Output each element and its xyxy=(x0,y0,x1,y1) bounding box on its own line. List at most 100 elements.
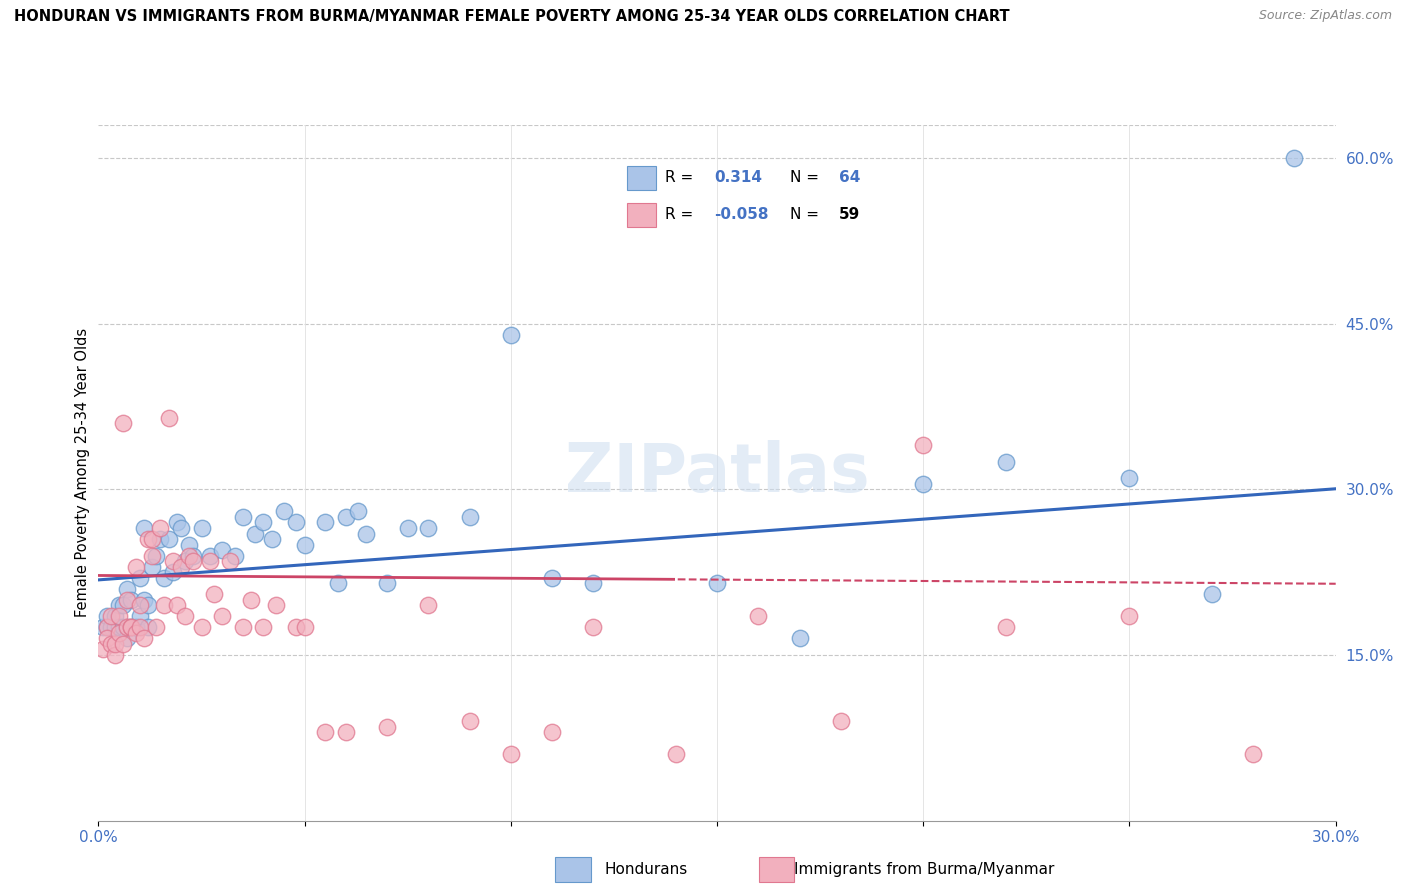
Text: Hondurans: Hondurans xyxy=(605,863,688,877)
Point xyxy=(458,510,481,524)
Point xyxy=(108,599,131,613)
Point xyxy=(994,455,1017,469)
Point xyxy=(396,521,419,535)
Point xyxy=(1241,747,1264,762)
Point xyxy=(541,725,564,739)
Point xyxy=(100,609,122,624)
Point xyxy=(294,620,316,634)
Point xyxy=(499,747,522,762)
Point xyxy=(232,620,254,634)
Point xyxy=(108,620,131,634)
Text: -0.058: -0.058 xyxy=(714,207,769,222)
Point xyxy=(706,576,728,591)
Point xyxy=(285,516,308,530)
Point xyxy=(112,637,135,651)
Point xyxy=(1284,151,1306,165)
Point xyxy=(96,632,118,646)
Point xyxy=(789,632,811,646)
Point xyxy=(252,516,274,530)
Point xyxy=(145,620,167,634)
Text: ZIPatlas: ZIPatlas xyxy=(565,440,869,506)
Point xyxy=(120,620,142,634)
Point xyxy=(149,521,172,535)
Point xyxy=(117,632,139,646)
Point xyxy=(1118,471,1140,485)
Point xyxy=(179,549,201,563)
Point xyxy=(1118,609,1140,624)
Point xyxy=(128,620,150,634)
Point xyxy=(128,599,150,613)
Text: N =: N = xyxy=(790,170,818,186)
Point xyxy=(243,526,266,541)
Point xyxy=(418,521,440,535)
Point xyxy=(285,620,308,634)
Point xyxy=(170,521,193,535)
Point xyxy=(100,620,122,634)
Point xyxy=(912,476,935,491)
Point xyxy=(1201,587,1223,601)
Point xyxy=(100,637,122,651)
Point xyxy=(198,554,221,568)
Point xyxy=(179,537,201,551)
Point xyxy=(418,599,440,613)
Point xyxy=(181,549,204,563)
Point xyxy=(96,609,118,624)
Point xyxy=(157,410,180,425)
Text: N =: N = xyxy=(790,207,818,222)
Point xyxy=(174,554,197,568)
Point xyxy=(260,532,283,546)
Point xyxy=(91,620,114,634)
Point xyxy=(96,620,118,634)
Point xyxy=(124,626,146,640)
Point xyxy=(132,521,155,535)
Point xyxy=(104,637,127,651)
Point xyxy=(124,559,146,574)
Point xyxy=(104,609,127,624)
Point xyxy=(112,416,135,430)
Point xyxy=(162,554,184,568)
Point xyxy=(128,609,150,624)
Point xyxy=(132,632,155,646)
Point xyxy=(582,576,605,591)
Point xyxy=(117,620,139,634)
Point xyxy=(104,648,127,662)
Point xyxy=(375,576,398,591)
Bar xyxy=(627,166,655,190)
Point xyxy=(252,620,274,634)
Point xyxy=(190,521,212,535)
Point xyxy=(166,516,188,530)
Point xyxy=(120,592,142,607)
Point xyxy=(141,559,163,574)
Point xyxy=(499,327,522,342)
Point xyxy=(314,516,336,530)
Point xyxy=(112,599,135,613)
Point xyxy=(541,571,564,585)
Point xyxy=(994,620,1017,634)
Point xyxy=(141,549,163,563)
Point xyxy=(145,549,167,563)
Point xyxy=(335,510,357,524)
Point xyxy=(136,599,159,613)
Text: Source: ZipAtlas.com: Source: ZipAtlas.com xyxy=(1258,9,1392,22)
Point xyxy=(108,609,131,624)
Point xyxy=(219,554,242,568)
Point xyxy=(190,620,212,634)
Point xyxy=(117,620,139,634)
Point xyxy=(198,549,221,563)
Point xyxy=(314,725,336,739)
Point xyxy=(132,592,155,607)
Point xyxy=(273,504,295,518)
Point xyxy=(120,620,142,634)
Point xyxy=(224,549,246,563)
Point xyxy=(232,510,254,524)
Text: HONDURAN VS IMMIGRANTS FROM BURMA/MYANMAR FEMALE POVERTY AMONG 25-34 YEAR OLDS C: HONDURAN VS IMMIGRANTS FROM BURMA/MYANMA… xyxy=(14,9,1010,24)
Point xyxy=(181,554,204,568)
Text: 0.314: 0.314 xyxy=(714,170,762,186)
Text: R =: R = xyxy=(665,207,693,222)
Point xyxy=(162,565,184,579)
Point xyxy=(96,620,118,634)
Point xyxy=(153,599,176,613)
Point xyxy=(108,626,131,640)
Point xyxy=(347,504,370,518)
Point xyxy=(117,592,139,607)
